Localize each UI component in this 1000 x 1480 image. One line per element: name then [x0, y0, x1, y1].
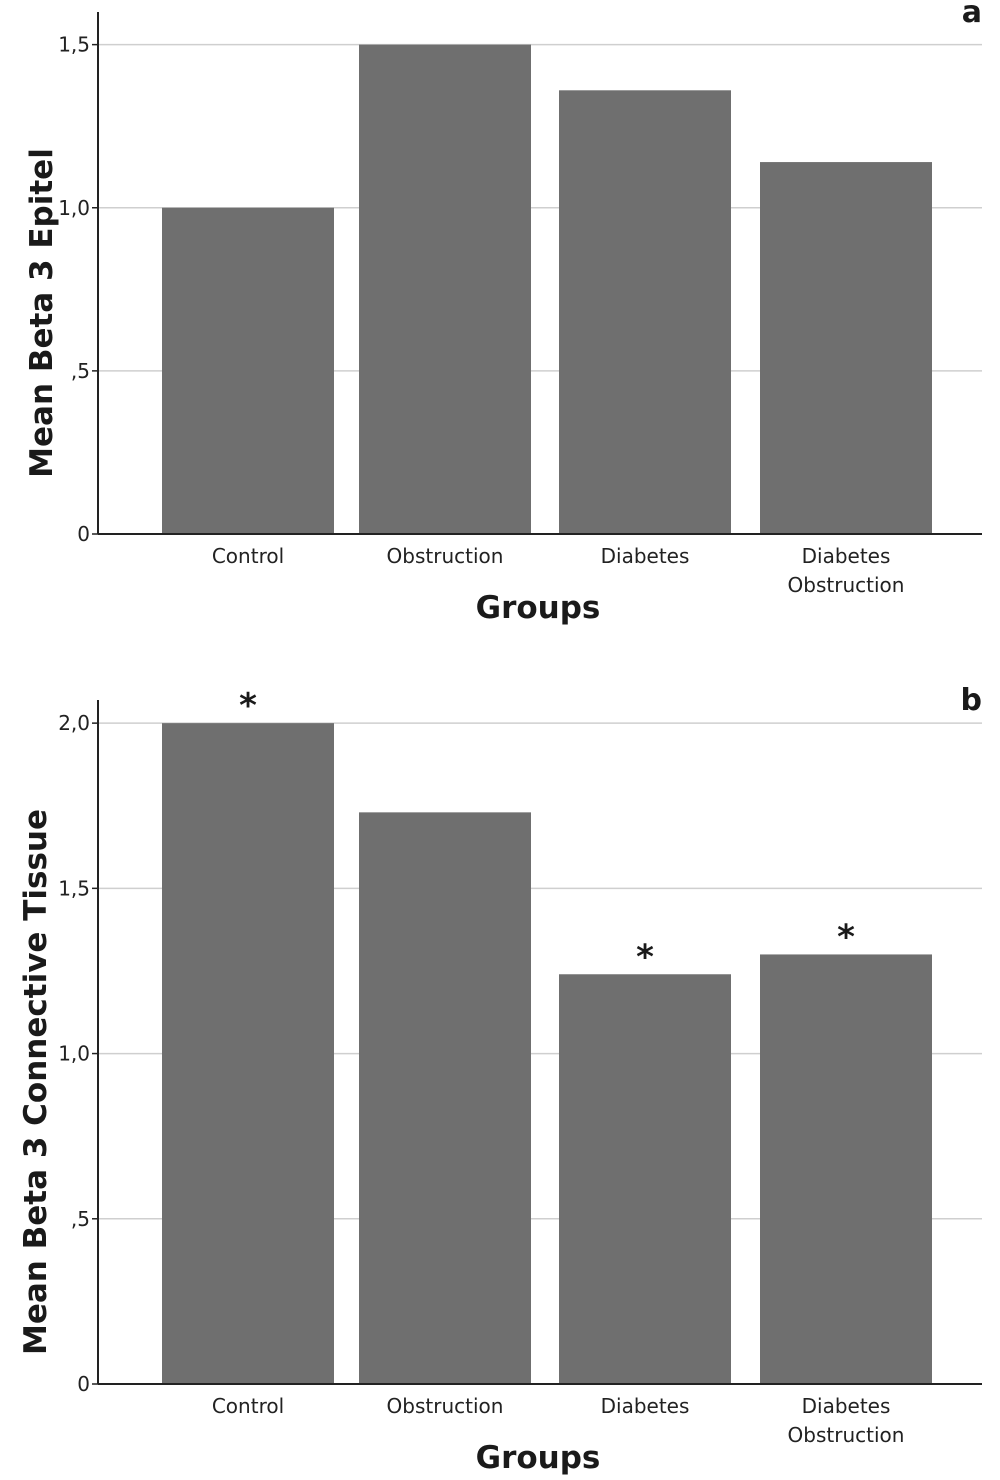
y-tick-label: 0 — [77, 1372, 90, 1396]
bar-control — [162, 723, 334, 1384]
y-tick-label: 1,0 — [58, 1042, 90, 1066]
panel-label: a — [962, 0, 982, 30]
y-tick-label: 1,0 — [58, 196, 90, 220]
x-tick-label: Diabetes — [601, 544, 690, 568]
bar-control — [162, 207, 334, 534]
x-tick-label: Obstruction — [788, 1423, 905, 1447]
y-tick-label: ,5 — [71, 359, 90, 383]
y-tick-label: 2,0 — [58, 711, 90, 735]
panel-b-chart: * * * 0 ,5 1,0 1,5 2,0 Control Obstruction Diabete… — [18, 683, 982, 1476]
y-tick-label: 1,5 — [58, 33, 90, 57]
y-axis-title: Mean Beta 3 Epitel — [24, 148, 60, 478]
panel-a-chart: 0 ,5 1,0 1,5 Control Obstruction Diabetes Diabe… — [24, 0, 982, 626]
x-tick-label: Obstruction — [387, 1394, 504, 1418]
x-tick-label: Diabetes — [802, 1394, 891, 1418]
bar-diabetes — [559, 974, 731, 1384]
y-tick-label: ,5 — [71, 1207, 90, 1231]
x-tick-label: Obstruction — [788, 573, 905, 597]
x-axis-title: Groups — [476, 590, 601, 626]
bar-diabetes — [559, 90, 731, 535]
x-tick-label: Control — [212, 544, 284, 568]
x-tick-label: Obstruction — [387, 544, 504, 568]
significance-marker: * — [636, 937, 654, 977]
y-tick-label: 1,5 — [58, 876, 90, 900]
bar-diabetes-obstruction — [760, 162, 932, 534]
x-tick-label: Diabetes — [802, 544, 891, 568]
y-tick-label: 0 — [77, 522, 90, 546]
x-axis-title: Groups — [476, 1440, 601, 1476]
x-tick-label: Control — [212, 1394, 284, 1418]
y-axis-title: Mean Beta 3 Connective Tissue — [18, 809, 54, 1355]
significance-marker: * — [239, 686, 257, 726]
significance-marker: * — [837, 917, 855, 957]
bar-obstruction — [359, 44, 531, 534]
bar-diabetes-obstruction — [760, 954, 932, 1384]
x-tick-label: Diabetes — [601, 1394, 690, 1418]
bar-obstruction — [359, 812, 531, 1384]
panel-label: b — [961, 683, 982, 718]
